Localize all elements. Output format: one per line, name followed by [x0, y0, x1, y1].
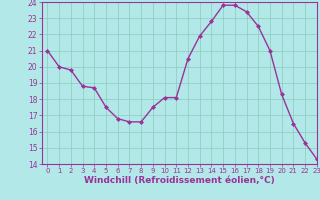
X-axis label: Windchill (Refroidissement éolien,°C): Windchill (Refroidissement éolien,°C)	[84, 176, 275, 185]
